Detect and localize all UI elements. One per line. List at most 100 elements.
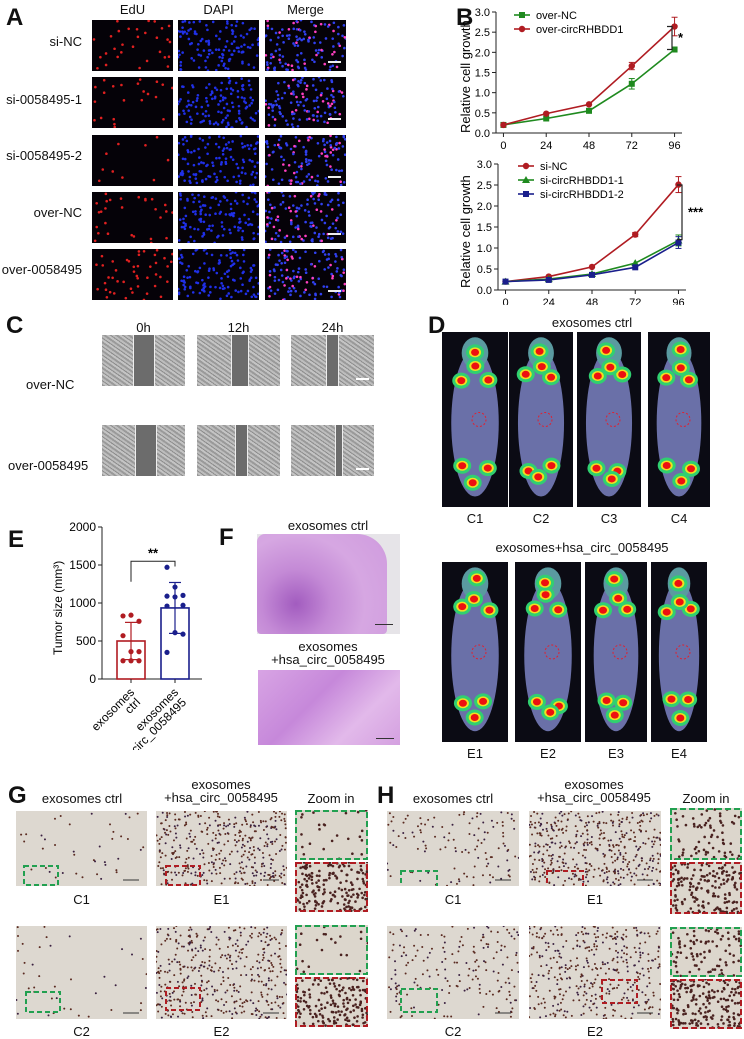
- scale-bar: [328, 176, 341, 178]
- wound-gap: [135, 425, 157, 476]
- svg-text:96: 96: [668, 140, 680, 150]
- panel-label-e: E: [8, 526, 25, 553]
- svg-text:2.0: 2.0: [477, 201, 492, 213]
- svg-text:24: 24: [540, 140, 552, 150]
- ihc-image-c2: [16, 926, 147, 1019]
- sample-id-label: C2: [444, 1024, 462, 1039]
- svg-text:0: 0: [89, 672, 96, 686]
- svg-text:0: 0: [502, 297, 508, 305]
- fluorescence-image-dapi: [178, 249, 259, 300]
- scale-bar: [328, 61, 341, 63]
- svg-text:0.0: 0.0: [475, 128, 490, 140]
- sample-id-label: C1: [444, 892, 462, 907]
- wound-gap: [335, 425, 343, 476]
- svg-text:1500: 1500: [69, 558, 96, 572]
- svg-text:2000: 2000: [69, 520, 96, 534]
- row-label-si-0058495-1: si-0058495-1: [6, 92, 82, 107]
- svg-text:si-circRHBDD1-1: si-circRHBDD1-1: [540, 175, 624, 187]
- cell-growth-chart-overexpression: Relative cell growth 0.0 0.5 1.0 1.5 2.0 2.5 3…: [458, 7, 684, 150]
- row-label-over-nc: over-NC: [33, 205, 82, 220]
- svg-text:over-NC: over-NC: [536, 10, 577, 22]
- svg-text:0.0: 0.0: [477, 285, 492, 297]
- wound-healing-image: [291, 425, 374, 476]
- y-axis-label: Relative cell growth: [458, 175, 473, 288]
- ihc-h-col1-title: exosomes ctrl: [412, 791, 494, 806]
- pet-ct-image: [515, 562, 581, 742]
- svg-text:1000: 1000: [69, 596, 96, 610]
- svg-text:***: ***: [688, 204, 704, 219]
- svg-text:72: 72: [629, 297, 641, 305]
- row-label-over-nc: over-NC: [26, 377, 75, 392]
- animal-id-label: E3: [608, 746, 624, 761]
- svg-text:48: 48: [583, 140, 595, 150]
- zoom-in-ctrl: [670, 927, 742, 977]
- animal-id-label: C2: [532, 511, 550, 526]
- scale-bar: [328, 118, 341, 120]
- he-title-circ-line2: +hsa_circ_0058495: [271, 652, 385, 667]
- svg-text:over-circRHBDD1: over-circRHBDD1: [536, 24, 623, 36]
- ihc-g-col3-title: Zoom in: [307, 791, 355, 806]
- sample-id-label: C2: [73, 1024, 90, 1039]
- fluorescence-image-edu: [92, 192, 173, 243]
- svg-text:2.5: 2.5: [477, 180, 492, 192]
- he-title-circ-line1: exosomes: [298, 639, 358, 654]
- svg-text:si-circRHBDD1-2: si-circRHBDD1-2: [540, 189, 624, 201]
- row-label-si-0058495-2: si-0058495-2: [6, 148, 82, 163]
- sample-id-label: C1: [73, 892, 90, 907]
- wound-gap: [133, 335, 155, 386]
- scale-bar: [356, 378, 369, 380]
- ihc-image-e2: [156, 926, 287, 1019]
- sample-id-label: E2: [587, 1024, 603, 1039]
- zoom-in-circ: [670, 979, 742, 1029]
- zoom-in-ctrl: [670, 808, 742, 860]
- fluorescence-image-merge: [265, 135, 346, 186]
- animal-id-label: C3: [600, 511, 618, 526]
- fluorescence-image-dapi: [178, 192, 259, 243]
- wound-healing-image: [102, 425, 185, 476]
- svg-text:2.0: 2.0: [475, 47, 490, 59]
- fluorescence-image-dapi: [178, 135, 259, 186]
- pet-ct-image: [442, 332, 508, 507]
- ihc-image-c1: [16, 811, 147, 886]
- svg-text:*: *: [678, 30, 684, 45]
- ihc-g-col1-title: exosomes ctrl: [41, 791, 123, 806]
- animal-id-label: E1: [467, 746, 483, 761]
- ihc-g-col2-title-line2: +hsa_circ_0058495: [164, 790, 278, 805]
- svg-text:1.5: 1.5: [475, 68, 490, 80]
- ihc-h-col2-title-line1: exosomes: [564, 777, 624, 792]
- ihc-image-e2: [529, 926, 661, 1019]
- svg-text:0: 0: [500, 140, 506, 150]
- col-header-0h: 0h: [136, 320, 151, 335]
- sample-id-label: E2: [213, 1024, 230, 1039]
- pet-ct-image: [648, 332, 710, 507]
- svg-text:1.0: 1.0: [477, 243, 492, 255]
- row-label-over-0058495: over-0058495: [8, 458, 89, 473]
- col-header-24h: 24h: [321, 320, 344, 335]
- animal-id-label: E2: [540, 746, 556, 761]
- pet-ct-image: [509, 332, 573, 507]
- svg-text:2.5: 2.5: [475, 27, 490, 39]
- scale-bar: [356, 468, 369, 470]
- ihc-h-col3-title: Zoom in: [682, 791, 730, 806]
- fluorescence-image-merge: [265, 20, 346, 71]
- fluorescence-image-edu: [92, 249, 173, 300]
- svg-text:72: 72: [626, 140, 638, 150]
- pet-ct-image: [577, 332, 641, 507]
- panel-label-c: C: [6, 312, 24, 339]
- svg-text:3.0: 3.0: [475, 7, 490, 19]
- panel-label-h: H: [377, 782, 395, 809]
- fluorescence-image-edu: [92, 135, 173, 186]
- wound-healing-image: [197, 335, 280, 386]
- svg-text:48: 48: [586, 297, 598, 305]
- pet-group-title-circ: exosomes+hsa_circ_0058495: [495, 540, 669, 555]
- ihc-g-col2-title-line1: exosomes: [191, 777, 251, 792]
- y-axis-label: Tumor size (mm³): [51, 561, 65, 655]
- svg-text:96: 96: [672, 297, 684, 305]
- svg-text:3.0: 3.0: [477, 159, 492, 171]
- svg-text:500: 500: [76, 634, 96, 648]
- panel-label-f: F: [219, 524, 234, 551]
- col-header-edu: EdU: [119, 2, 146, 17]
- svg-text:si-NC: si-NC: [540, 161, 568, 173]
- wound-gap: [235, 425, 248, 476]
- sample-id-label: E1: [213, 892, 230, 907]
